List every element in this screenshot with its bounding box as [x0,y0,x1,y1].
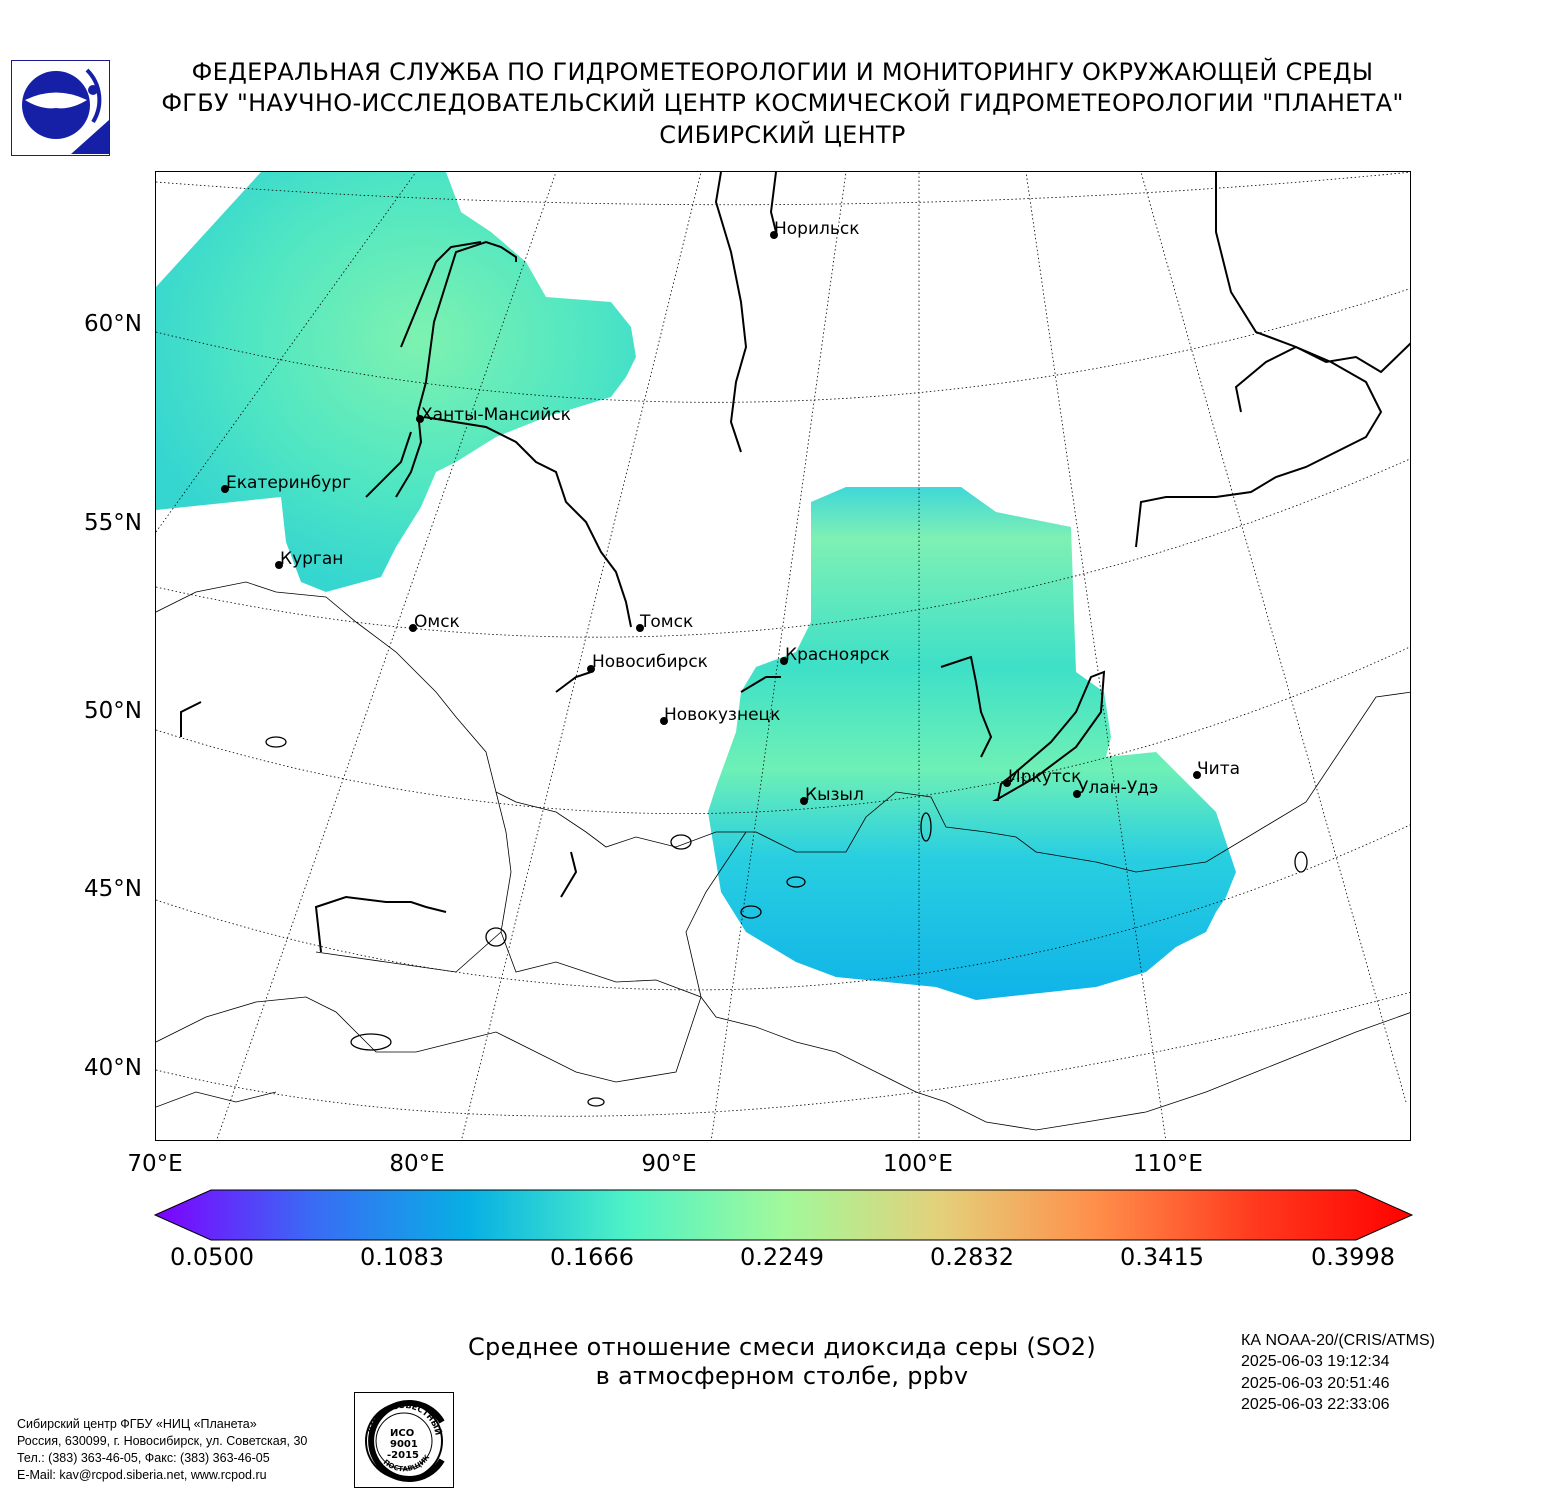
lon-label-70: 70°E [127,1151,183,1177]
iso-certificate-stamp: ДОБРОСОВЕСТНЫЙ ИСО 9001 -2015 ПОСТАВЩИК [354,1392,454,1488]
map-area: Норильск Ханты-Мансийск Екатеринбург Кур… [155,171,1411,1141]
lat-label-60: 60°N [84,311,142,337]
so2-field-east [708,487,1236,1000]
product-caption-line2: в атмосферном столбе, ppbv [595,1362,969,1390]
colorbar-tick-1: 0.1083 [360,1243,444,1271]
city-label-chita: Чита [1197,759,1241,779]
lat-label-50: 50°N [84,698,142,724]
city-label-novosibirsk: Новосибирск [592,652,708,672]
address-line-1: Сибирский центр ФГБУ «НИЦ «Планета» [17,1417,257,1431]
stamp-2015: -2015 [387,1450,419,1461]
city-dot-chita [1193,771,1201,779]
stamp-9001: 9001 [390,1439,418,1450]
agency-title-line3: СИБИРСКИЙ ЦЕНТР [659,121,906,149]
city-dot-norilsk [770,231,778,239]
lon-label-90: 90°E [641,1151,697,1177]
lon-label-80: 80°E [389,1151,445,1177]
agency-title-line1: ФЕДЕРАЛЬНАЯ СЛУЖБА ПО ГИДРОМЕТЕОРОЛОГИИ … [191,58,1374,86]
rivers [180,172,1410,953]
city-label-kurgan: Курган [280,549,344,569]
colorbar-tick-6: 0.3998 [1311,1243,1395,1271]
agency-title-line2: ФГБУ "НАУЧНО-ИССЛЕДОВАТЕЛЬСКИЙ ЦЕНТР КОС… [161,89,1404,117]
city-dot-krasnoyarsk [780,657,788,665]
address-line-3: Тел.: (383) 363-46-05, Факс: (383) 363-4… [17,1451,270,1465]
satellite-time-1: 2025-06-03 19:12:34 [1241,1353,1390,1370]
city-label-tomsk: Томск [640,612,694,632]
address-line-4: E-Mail: kav@rcpod.siberia.net, www.rcpod… [17,1468,267,1482]
graticule [156,172,1410,1140]
colorbar-tick-5: 0.3415 [1120,1243,1204,1271]
city-label-irkutsk: Иркутск [1008,767,1082,787]
lat-label-45: 45°N [84,876,142,902]
colorbar-tick-3: 0.2249 [740,1243,824,1271]
map-svg [156,172,1410,1140]
so2-field-west [156,172,636,592]
lat-label-40: 40°N [84,1055,142,1081]
city-dot-irkutsk [1003,779,1011,787]
city-label-yekaterinburg: Екатеринбург [226,473,352,493]
city-label-novokuznetsk: Новокузнецк [664,705,781,725]
city-dot-yekaterinburg [221,485,229,493]
city-dot-novokuznetsk [660,717,668,725]
city-label-omsk: Омск [414,612,460,632]
city-label-ulan-ude: Улан-Удэ [1078,778,1159,798]
city-label-krasnoyarsk: Красноярск [785,645,890,665]
satellite-time-2: 2025-06-03 20:51:46 [1241,1375,1390,1392]
city-dot-tomsk [636,624,644,632]
product-caption-line1: Среднее отношение смеси диоксида серы (S… [467,1333,1097,1361]
lakes [265,736,1308,1107]
stamp-iso: ИСО [390,1428,414,1439]
roshydromet-logo [11,60,110,156]
colorbar [153,1189,1414,1241]
city-label-kyzyl: Кызыл [805,785,864,805]
lon-label-110: 110°E [1133,1151,1203,1177]
satellite-time-3: 2025-06-03 22:33:06 [1241,1396,1390,1413]
satellite-name: КА NOAA-20/(CRIS/ATMS) [1241,1332,1435,1349]
lat-label-55: 55°N [84,510,142,536]
city-dot-novosibirsk [587,665,595,673]
city-label-norilsk: Норильск [774,219,860,239]
colorbar-tick-4: 0.2832 [930,1243,1014,1271]
city-label-khanty-mansiysk: Ханты-Мансийск [421,405,571,425]
city-dot-kurgan [275,561,283,569]
city-dot-omsk [409,624,417,632]
borders [156,581,1410,1131]
address-line-2: Россия, 630099, г. Новосибирск, ул. Сове… [17,1434,308,1448]
city-dot-kyzyl [800,797,808,805]
lon-label-100: 100°E [883,1151,953,1177]
city-dot-ulan-ude [1073,790,1081,798]
colorbar-tick-2: 0.1666 [550,1243,634,1271]
city-dot-khanty-mansiysk [416,415,424,423]
colorbar-tick-0: 0.0500 [170,1243,254,1271]
